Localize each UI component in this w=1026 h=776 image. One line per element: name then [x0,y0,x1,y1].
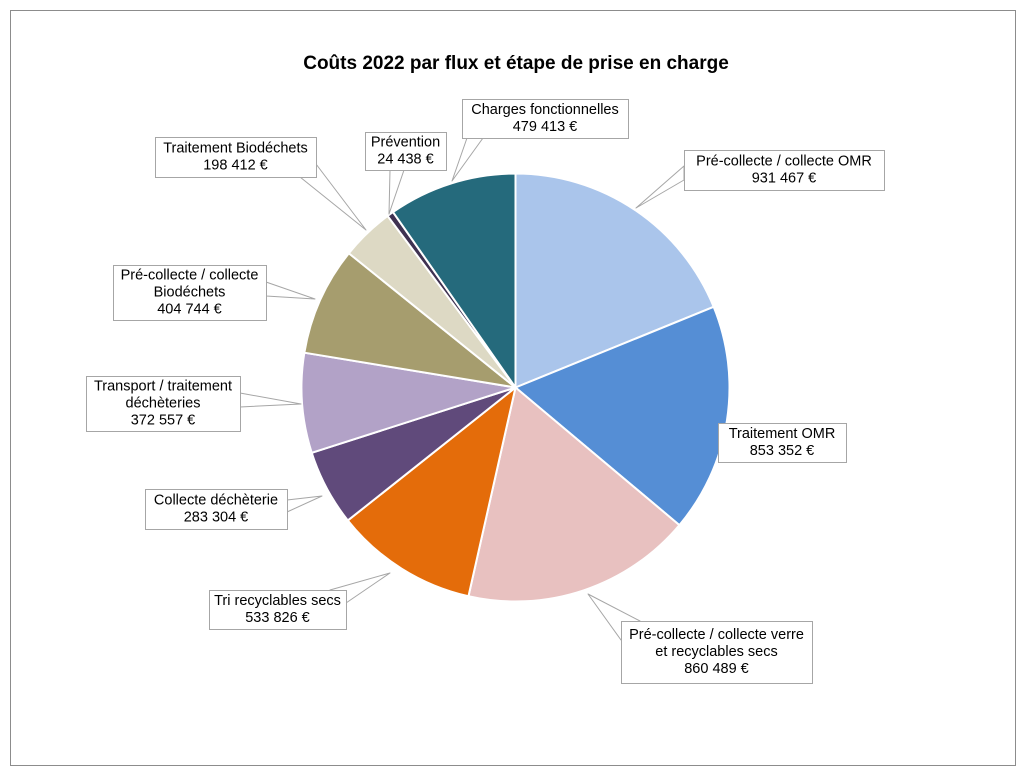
pie-slice-traitement-omr [514,305,731,527]
data-label-category: déchèteries [126,396,201,412]
data-label-category: Tri recyclables secs [214,593,341,609]
data-label-category: Biodéchets [154,285,226,301]
pie-slices [300,172,731,603]
data-label-box [462,99,629,139]
pie-slice-pre-collecte-collecte-verre-et-recyclables-secs [467,386,681,603]
data-label-transport-traitement-decheteries: Transport / traitement déchèteries 372 557… [86,376,302,432]
data-label-value: 479 413 € [513,119,578,135]
data-label-charges-fonctionnelles: Charges fonctionnelles 479 413 € [451,99,629,182]
chart-title: Coûts 2022 par flux et étape de prise en… [303,53,729,74]
data-label-text: Pré-collecte / collecte Biodéchets 404 744… [121,268,259,318]
data-label-category: Pré-collecte / collecte OMR [696,154,872,170]
data-label-text: Traitement Biodéchets 198 412 € [163,141,308,174]
pie-slice-tri-recyclables-secs [346,386,517,598]
data-label-pre-collecte-collecte-verre-et-recyclables-secs: Pré-collecte / collecte verre et recyclab… [587,593,813,684]
data-label-pre-collecte-collecte-omr: Pré-collecte / collecte OMR 931 467 € [635,150,885,209]
data-label-value: 24 438 € [377,152,433,168]
data-label-category: Pré-collecte / collecte [121,268,259,284]
data-label-box [365,132,447,171]
leader-line [635,165,685,209]
data-label-text: Pré-collecte / collecte verre et recyclab… [629,627,804,677]
pie-slice-transport-traitement-decheteries [300,351,517,454]
data-label-value: 198 412 € [203,158,268,174]
data-label-text: Collecte déchèterie 283 304 € [154,493,278,526]
data-label-value: 853 352 € [750,443,815,459]
data-label-value: 283 304 € [184,510,249,526]
data-label-tri-recyclables-secs: Tri recyclables secs 533 826 € [209,572,391,630]
leader-line [239,392,302,408]
data-label-category: Traitement Biodéchets [163,141,308,157]
data-label-box [718,423,847,463]
data-label-category: Charges fonctionnelles [471,102,619,118]
data-label-category: Collecte déchèterie [154,493,278,509]
data-label-text: Pré-collecte / collecte OMR 931 467 € [696,154,872,187]
data-label-box [621,621,813,684]
data-label-collecte-decheterie: Collecte déchèterie 283 304 € [145,489,323,530]
data-label-box [155,137,317,178]
data-label-category: Pré-collecte / collecte verre [629,627,804,643]
data-label-value: 372 557 € [131,413,196,429]
data-label-pre-collecte-collecte-biodechets: Pré-collecte / collecte Biodéchets 404 744… [113,265,316,321]
leader-line [265,281,316,300]
data-label-prevention: Prévention 24 438 € [365,132,447,215]
data-label-box [86,376,241,432]
pie-slice-pre-collecte-collecte-omr [514,172,715,389]
leader-line [286,495,323,513]
pie-slice-pre-collecte-collecte-biodechets [303,252,517,389]
data-label-text: Tri recyclables secs 533 826 € [214,593,341,626]
data-label-box [209,590,347,630]
data-labels: Pré-collecte / collecte OMR 931 467 € Trai… [86,99,885,684]
data-label-category: Transport / traitement [94,379,232,395]
data-label-value: 533 826 € [245,610,310,626]
data-label-traitement-omr: Traitement OMR 853 352 € [718,423,847,463]
leader-line [451,137,484,182]
data-label-category: Prévention [371,135,440,151]
data-label-category: et recyclables secs [655,644,778,660]
data-label-value: 931 467 € [752,171,817,187]
data-label-value: 404 744 € [157,302,222,318]
data-label-value: 860 489 € [684,661,749,677]
pie-slice-charges-fonctionnelles [391,172,517,389]
data-label-box [145,489,288,530]
data-label-text: Charges fonctionnelles 479 413 € [471,102,619,135]
data-label-text: Prévention 24 438 € [371,135,440,168]
data-label-box [113,265,267,321]
data-label-box [684,150,885,191]
data-label-traitement-biodechets: Traitement Biodéchets 198 412 € [155,137,367,231]
data-label-text: Transport / traitement déchèteries 372 557… [94,379,232,429]
data-label-text: Traitement OMR 853 352 € [729,426,836,459]
data-label-category: Traitement OMR [729,426,836,442]
